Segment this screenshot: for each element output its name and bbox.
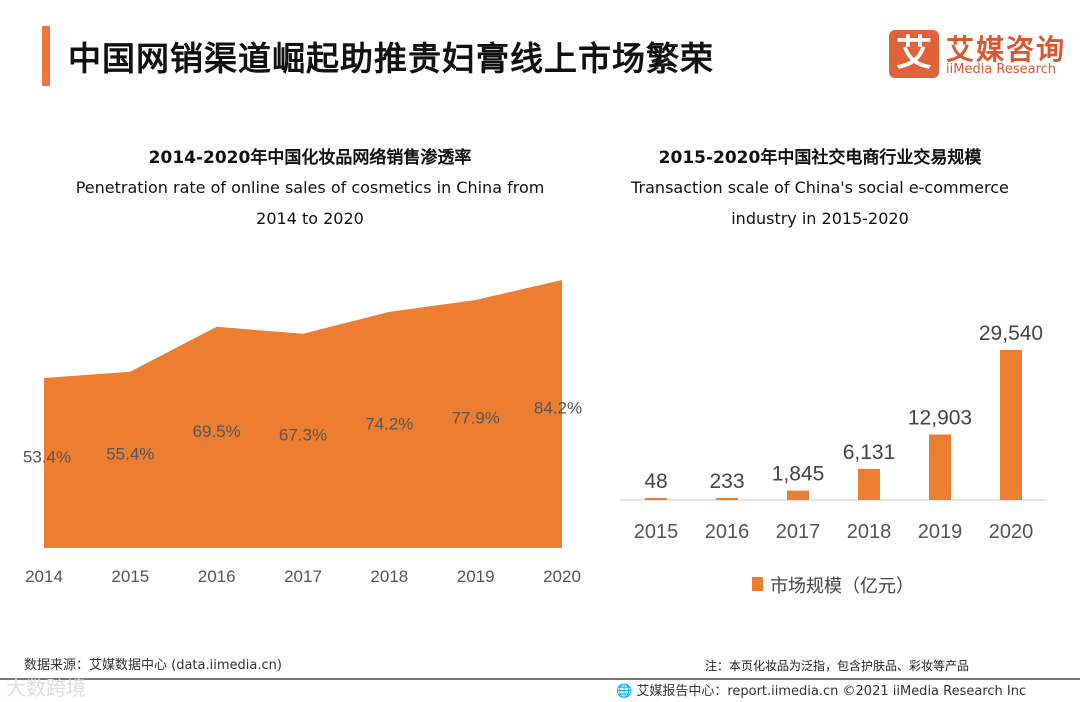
x-tick-label: 2017 bbox=[776, 521, 821, 543]
page-title: 中国网销渠道崛起助推贵妇膏线上市场繁荣 bbox=[68, 39, 714, 78]
data-label: 74.2% bbox=[365, 414, 413, 433]
bar bbox=[929, 434, 951, 500]
chart2-title: 2015-2020年中国社交电商行业交易规模 bbox=[658, 148, 982, 168]
data-label: 6,131 bbox=[843, 441, 896, 464]
logo-text-en: iiMedia Research bbox=[946, 62, 1057, 77]
data-label: 1,845 bbox=[772, 463, 825, 486]
area-series bbox=[44, 280, 562, 548]
x-tick-label: 2019 bbox=[457, 567, 495, 586]
data-label: 77.9% bbox=[452, 408, 500, 427]
data-label: 69.5% bbox=[193, 422, 241, 441]
data-label: 55.4% bbox=[106, 444, 154, 463]
bar bbox=[645, 498, 667, 500]
x-tick-label: 2015 bbox=[634, 521, 679, 543]
logo-icon: 艾 bbox=[889, 30, 939, 78]
x-tick-label: 2018 bbox=[370, 567, 408, 586]
bar bbox=[787, 490, 809, 500]
data-label: 29,540 bbox=[979, 322, 1043, 345]
x-tick-label: 2018 bbox=[847, 521, 892, 543]
legend-swatch bbox=[752, 577, 763, 591]
bar bbox=[716, 498, 738, 500]
chart1-title: 2014-2020年中国化妆品网络销售渗透率 bbox=[148, 148, 472, 168]
x-tick-label: 2014 bbox=[25, 567, 63, 586]
data-label: 84.2% bbox=[534, 398, 582, 417]
footer-report: 🌐 艾媒报告中心：report.iimedia.cn ©2021 iiMedia… bbox=[616, 684, 1027, 699]
footer-report-text: 艾媒报告中心：report.iimedia.cn ©2021 iiMedia R… bbox=[636, 684, 1027, 699]
chart2-subtitle: Transaction scale of China's social e-co… bbox=[590, 172, 1050, 234]
data-label: 53.4% bbox=[23, 448, 71, 467]
footnote: 注：本页化妆品为泛指，包含护肤品、彩妆等产品 bbox=[705, 659, 970, 673]
watermark: 大数跨境 bbox=[6, 676, 86, 700]
data-label: 12,903 bbox=[908, 406, 972, 429]
chart1-subtitle-line2: 2014 to 2020 bbox=[256, 209, 364, 228]
footer-divider bbox=[0, 678, 1080, 680]
chart2-subtitle-line1: Transaction scale of China's social e-co… bbox=[631, 178, 1009, 197]
x-tick-label: 2015 bbox=[111, 567, 149, 586]
x-tick-label: 2016 bbox=[705, 521, 750, 543]
logo-text-cn: 艾媒咨询 bbox=[946, 33, 1067, 66]
x-tick-label: 2020 bbox=[989, 521, 1034, 543]
x-tick-label: 2020 bbox=[543, 567, 581, 586]
data-label: 48 bbox=[644, 470, 667, 493]
chart1-subtitle: Penetration rate of online sales of cosm… bbox=[40, 172, 580, 234]
bar bbox=[1000, 350, 1022, 500]
data-source: 数据来源：艾媒数据中心 (data.iimedia.cn) bbox=[24, 658, 282, 673]
chart1-subtitle-line1: Penetration rate of online sales of cosm… bbox=[75, 178, 545, 197]
bar bbox=[858, 468, 880, 500]
title-accent-bar bbox=[42, 26, 50, 86]
data-label: 67.3% bbox=[279, 425, 327, 444]
chart2-subtitle-line2: industry in 2015-2020 bbox=[731, 209, 909, 228]
x-tick-label: 2016 bbox=[198, 567, 236, 586]
data-label: 233 bbox=[709, 470, 744, 493]
x-tick-label: 2019 bbox=[918, 521, 963, 543]
legend-label: 市场规模（亿元） bbox=[770, 576, 914, 597]
x-tick-label: 2017 bbox=[284, 567, 322, 586]
